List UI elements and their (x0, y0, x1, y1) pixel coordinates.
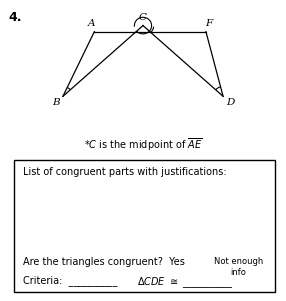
Text: Criteria:  __________: Criteria: __________ (23, 275, 117, 286)
Text: F: F (205, 19, 212, 28)
Text: B: B (52, 98, 59, 107)
Text: $*C$ is the midpoint of $\overline{AE}$: $*C$ is the midpoint of $\overline{AE}$ (84, 137, 202, 154)
Text: Not enough
info: Not enough info (214, 257, 263, 277)
Text: D: D (226, 98, 235, 107)
Text: $\Delta CDE\ \cong$ __________: $\Delta CDE\ \cong$ __________ (137, 275, 233, 290)
Bar (14, 160, 275, 292)
Text: 4.: 4. (9, 11, 22, 23)
Text: Are the triangles congruent?  Yes: Are the triangles congruent? Yes (23, 257, 185, 267)
Text: A: A (88, 19, 95, 28)
Text: C: C (139, 13, 147, 22)
Text: List of congruent parts with justifications:: List of congruent parts with justificati… (23, 167, 227, 177)
